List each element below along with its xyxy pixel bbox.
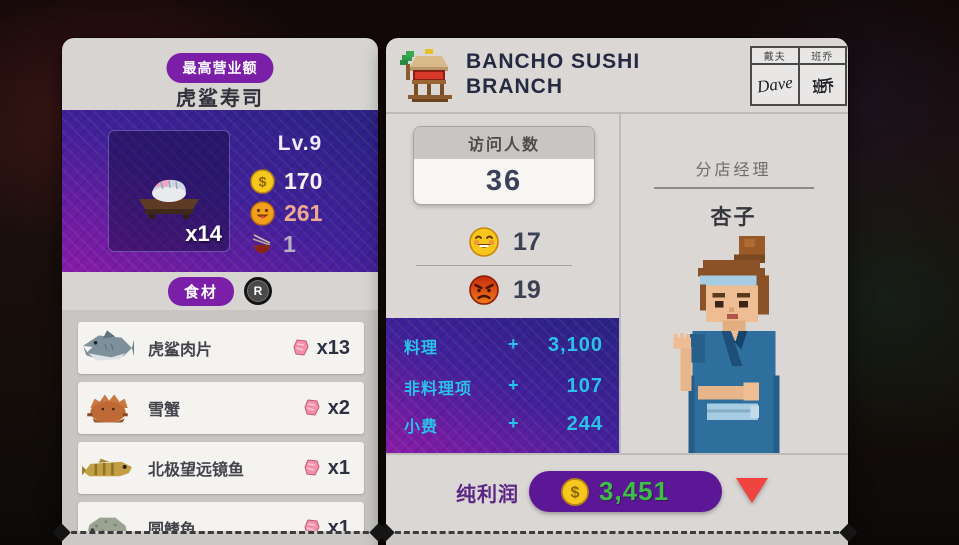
mood-divider (416, 265, 572, 266)
dish-quantity: x14 (185, 221, 222, 246)
plus-sign: + (508, 334, 519, 354)
dish-stats-card: x14 Lv.9 $ 170 261 (62, 110, 378, 272)
branch-header: BANCHO SUSHI BRANCH 戴夫 班乔 Dave 班乔 (386, 38, 848, 114)
dish-taste-value: 261 (284, 199, 323, 226)
manager-signature: 班乔 (812, 77, 833, 97)
ingredient-row: 虎鲨肉片 x13 (78, 322, 364, 374)
dish-level: Lv.9 (277, 132, 323, 155)
dish-taste-row: 261 (250, 200, 322, 226)
key-hint-r-button[interactable]: R (244, 277, 272, 305)
ingredient-count: x13 (316, 336, 350, 359)
ingredient-name: 北极望远镜鱼 (148, 462, 245, 479)
net-profit-value: 3,451 (599, 476, 670, 506)
coin-icon: $ (561, 477, 589, 506)
manager-signature-label: 班乔 (798, 47, 846, 64)
beach-hut-icon (400, 49, 452, 102)
ingredient-name: 雪蟹 (148, 402, 181, 419)
ingredients-header: 食材 R (62, 272, 378, 310)
tiger-shark-thumbnail (83, 330, 134, 361)
best-sales-badge: 最高营业额 (166, 53, 274, 83)
manager-title: 分店经理 (695, 162, 772, 179)
ingredient-name: 圆鳍鱼 (148, 522, 197, 531)
meat-chunk-icon (293, 339, 309, 356)
dish-servings-row: 1 (250, 231, 296, 257)
meat-chunk-icon (304, 519, 320, 531)
best-dish-panel: 最高营业额 虎鲨寿司 x14 Lv.9 $ 170 (52, 38, 388, 545)
angry-face-icon (469, 275, 499, 305)
plus-sign: + (508, 375, 519, 395)
angry-guests-row: 19 (468, 272, 541, 308)
right-cut-line (376, 523, 858, 542)
svg-text:$: $ (259, 173, 267, 189)
meat-chunk-icon (304, 459, 320, 476)
svg-text:$: $ (571, 484, 580, 501)
left-cut-line (52, 523, 388, 542)
revenue-value: 107 (566, 375, 603, 397)
ingredient-row: 北极望远镜鱼 x1 (78, 442, 364, 494)
chopsticks-bowl-icon (252, 234, 271, 253)
smiley-tongue-icon (250, 200, 275, 226)
dish-image-box: x14 (108, 130, 230, 252)
ingredient-row: 雪蟹 x2 (78, 382, 364, 434)
ingredient-count: x2 (327, 396, 350, 419)
happy-count: 17 (513, 227, 541, 256)
down-triangle-icon (736, 478, 768, 503)
dish-servings-value: 1 (283, 230, 296, 257)
revenue-value: 244 (566, 413, 603, 435)
signature-table: 戴夫 班乔 Dave 班乔 (750, 46, 847, 106)
manager-portrait (673, 236, 780, 453)
visitors-value: 36 (414, 159, 594, 204)
net-profit-label: 纯利润 (456, 484, 519, 506)
angry-count: 19 (513, 275, 541, 304)
coin-icon: $ (250, 168, 275, 194)
visitors-label: 访问人数 (414, 127, 594, 159)
revenue-breakdown-box: 料理 + 3,100 非料理项 + 107 小费 + 244 (386, 318, 619, 453)
ingredients-toggle[interactable]: 食材 (167, 276, 234, 306)
lumpfish-thumbnail (87, 517, 127, 531)
revenue-label: 小费 (404, 419, 439, 436)
dish-name: 虎鲨寿司 (176, 88, 264, 110)
revenue-row-dishes: 料理 + 3,100 (386, 334, 619, 358)
branch-title-line1: BANCHO SUSHI (466, 50, 641, 73)
net-profit-pill: $ 3,451 (529, 471, 722, 512)
sushi-dish-icon (139, 179, 199, 219)
ingredient-count: x1 (327, 456, 350, 479)
ingredients-list[interactable]: 虎鲨肉片 x13 雪蟹 (62, 310, 378, 531)
revenue-value: 3,100 (547, 334, 603, 356)
manager-divider (654, 187, 814, 189)
owner-signature-label: 戴夫 (751, 47, 799, 64)
branch-title: BANCHO SUSHI BRANCH (466, 49, 640, 99)
branch-title-line2: BRANCH (466, 75, 563, 98)
left-panel-stub (62, 533, 378, 545)
ingredient-count: x1 (327, 516, 350, 532)
revenue-label: 非料理项 (404, 381, 473, 398)
happy-face-icon (469, 227, 499, 257)
dish-price-value: 170 (284, 167, 323, 194)
branch-report-panel: BANCHO SUSHI BRANCH 戴夫 班乔 Dave 班乔 访问人数 3… (376, 38, 858, 545)
right-panel-stub (386, 533, 848, 545)
column-divider (619, 112, 621, 453)
happy-guests-row: 17 (468, 224, 541, 260)
revenue-label: 料理 (404, 340, 439, 357)
plus-sign: + (508, 413, 519, 433)
ingredient-row: 圆鳍鱼 x1 (78, 502, 364, 531)
ingredient-name: 虎鲨肉片 (148, 342, 213, 359)
revenue-row-tips: 小费 + 244 (386, 413, 619, 437)
arctic-telescope-fish-thumbnail (82, 458, 132, 477)
profit-divider (386, 453, 848, 455)
meat-chunk-icon (304, 399, 320, 416)
dish-price-row: $ 170 (250, 168, 322, 194)
visitors-card: 访问人数 36 (413, 126, 595, 205)
snow-crab-thumbnail (87, 394, 128, 423)
revenue-row-non-dishes: 非料理项 + 107 (386, 375, 619, 399)
manager-name: 杏子 (710, 206, 757, 229)
owner-signature: Dave (755, 72, 794, 96)
